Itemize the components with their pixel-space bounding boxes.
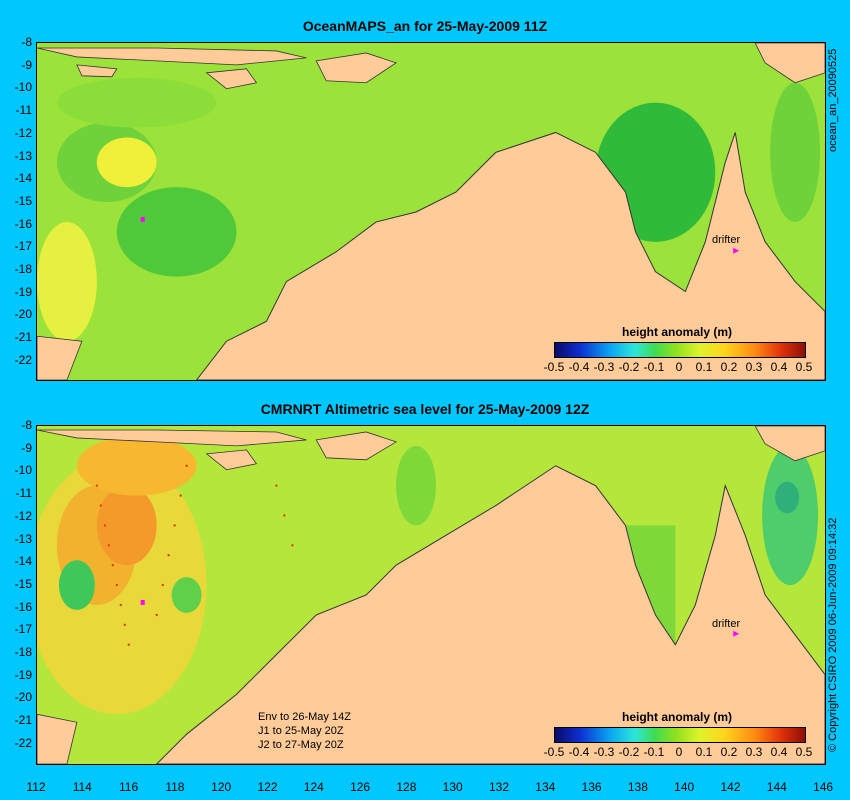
top-run-id-label: ocean_an_20090525 <box>827 48 839 152</box>
y-tick-label: -19 <box>14 667 32 682</box>
note-line: J2 to 27-May 20Z <box>258 739 344 751</box>
x-tick-label: 124 <box>303 780 324 794</box>
drifter-label-bottom: drifter <box>712 618 741 630</box>
x-tick-label: 132 <box>488 780 510 794</box>
legend-tick-label: 0.4 <box>770 360 788 374</box>
legend-tick-label: 0.1 <box>695 360 713 374</box>
legend-tick-label: -0.3 <box>593 745 615 759</box>
y-tick-label: -19 <box>14 284 32 299</box>
y-tick-label: -9 <box>21 57 32 72</box>
note-line: J1 to 25-May 20Z <box>258 725 344 737</box>
y-tick-label: -16 <box>14 599 32 614</box>
legend-tick-label: -0.1 <box>643 745 665 759</box>
y-tick-label: -9 <box>21 440 32 455</box>
y-tick-label: -13 <box>14 148 32 163</box>
legend-tick-label: 0.5 <box>795 745 813 759</box>
legend-tick-label: 0.2 <box>720 745 738 759</box>
y-tick-label: -16 <box>14 216 32 231</box>
x-tick-label: 128 <box>396 780 417 794</box>
y-tick-label: -10 <box>14 463 32 478</box>
legend-tick-label: 0 <box>675 745 683 759</box>
top-height-anomaly-legend: height anomaly (m) -0.5 -0.4 -0.3 -0.2 -0.1 0… <box>542 325 813 374</box>
y-tick-label: -17 <box>14 239 32 254</box>
legend-tick-label: -0.4 <box>568 360 590 374</box>
y-tick-label: -10 <box>14 80 32 95</box>
legend-tick-label: -0.3 <box>593 360 615 374</box>
x-tick-label: 140 <box>674 780 695 794</box>
x-tick-label: 138 <box>627 780 648 794</box>
legend-tick-label: 0.1 <box>695 745 713 759</box>
x-tick-label: 126 <box>350 780 371 794</box>
x-tick-label: 122 <box>257 780 278 794</box>
y-tick-label: -21 <box>14 330 32 345</box>
legend-tick-label: 0 <box>675 360 683 374</box>
note-line: Env to 26-May 14Z <box>258 711 351 723</box>
y-tick-label: -22 <box>14 735 32 750</box>
x-tick-label: 114 <box>72 780 92 794</box>
x-tick-label: 134 <box>535 780 556 794</box>
legend-tick-label: -0.5 <box>543 745 565 759</box>
bottom-height-anomaly-legend: height anomaly (m) -0.5 -0.4 -0.3 -0.2 -0.1 0… <box>542 710 813 759</box>
y-tick-label: -15 <box>14 576 32 591</box>
y-tick-label: -20 <box>14 690 32 705</box>
y-tick-label: -14 <box>14 171 32 186</box>
y-tick-label: -15 <box>14 193 32 208</box>
legend-ticks: -0.5 -0.4 -0.3 -0.2 -0.1 0 0.1 0.2 0.3 0.4 0.5 <box>542 360 813 374</box>
y-tick-label: -14 <box>14 554 32 569</box>
legend-tick-label: 0.3 <box>745 360 763 374</box>
x-tick-label: 118 <box>165 780 185 794</box>
y-tick-label: -11 <box>15 486 32 501</box>
legend-tick-label: 0.5 <box>795 360 813 374</box>
drifter-label-top: drifter <box>712 234 741 246</box>
legend-tick-label: -0.5 <box>543 360 565 374</box>
colorbar <box>554 342 806 358</box>
legend-tick-label: -0.1 <box>643 360 665 374</box>
y-tick-label: -8 <box>21 418 32 432</box>
legend-title: height anomaly (m) <box>621 325 732 339</box>
y-tick-label: -13 <box>14 531 32 546</box>
y-tick-label: -22 <box>14 352 32 367</box>
x-tick-label: 136 <box>581 780 602 794</box>
y-tick-label: -11 <box>15 103 32 118</box>
colorbar <box>554 727 806 743</box>
x-tick-label: 144 <box>766 780 787 794</box>
legend-tick-label: -0.4 <box>568 745 590 759</box>
y-tick-label: -20 <box>14 307 32 322</box>
top-sea-level-map <box>36 42 826 381</box>
legend-ticks: -0.5 -0.4 -0.3 -0.2 -0.1 0 0.1 0.2 0.3 0.4 0.5 <box>542 745 813 759</box>
y-tick-label: -18 <box>14 262 32 276</box>
x-tick-label: 130 <box>442 780 463 794</box>
legend-tick-label: 0.2 <box>720 360 738 374</box>
bottom-sea-level-map <box>36 425 826 765</box>
top-map-title: OceanMAPS_an for 25-May-2009 11Z <box>302 18 548 34</box>
y-tick-label: -12 <box>14 508 32 523</box>
legend-tick-label: 0.3 <box>745 745 763 759</box>
x-tick-label: 120 <box>211 780 232 794</box>
x-tick-label: 142 <box>720 780 741 794</box>
x-tick-label: 146 <box>813 780 834 794</box>
legend-tick-label: -0.2 <box>618 360 640 374</box>
x-tick-label: 116 <box>119 780 139 794</box>
legend-title: height anomaly (m) <box>621 710 732 724</box>
y-tick-label: -17 <box>14 622 32 637</box>
y-tick-label: -8 <box>21 35 32 49</box>
copyright-label: © Copyright CSIRO 2009 06-Jun-2009 09:14… <box>827 517 839 752</box>
y-tick-label: -18 <box>14 645 32 659</box>
y-tick-label: -21 <box>14 713 32 728</box>
y-tick-label: -12 <box>14 125 32 140</box>
bottom-map-title: CMRNRT Altimetric sea level for 25-May-2… <box>260 401 590 417</box>
legend-tick-label: -0.2 <box>618 745 640 759</box>
legend-tick-label: 0.4 <box>770 745 788 759</box>
satellite-notes: Env to 26-May 14Z J1 to 25-May 20Z J2 to… <box>258 710 351 752</box>
x-tick-label: 112 <box>26 780 46 794</box>
